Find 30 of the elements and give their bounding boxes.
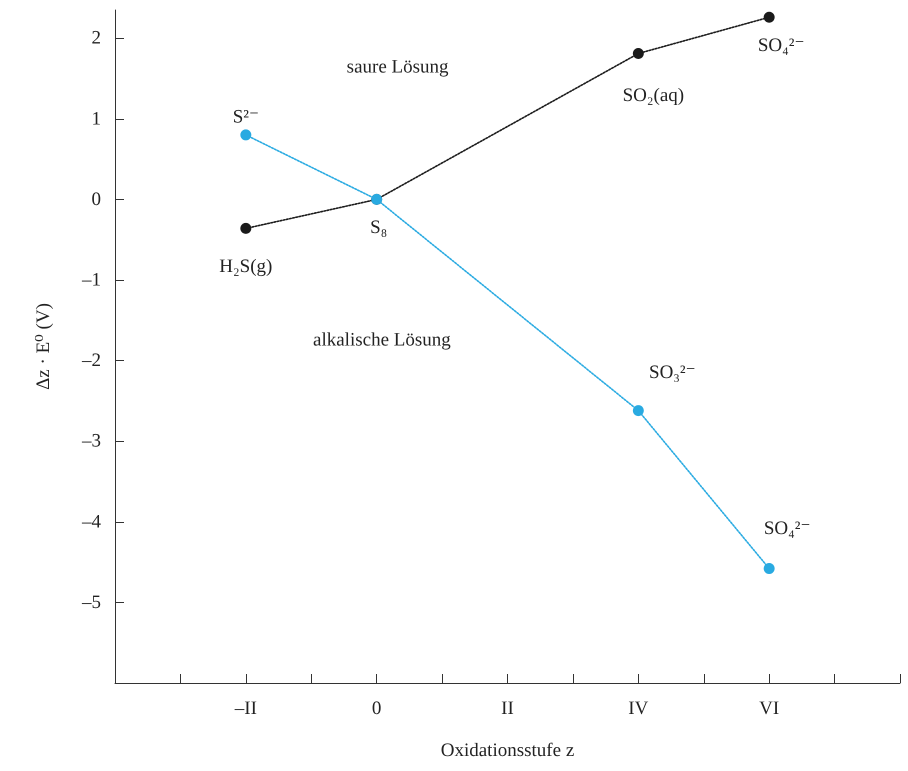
annotation: saure Lösung xyxy=(346,56,450,78)
y-tick-label: –2 xyxy=(81,350,101,372)
y-axis-title: Δz · E⁰ (V) xyxy=(33,303,54,390)
x-tick-label: VI xyxy=(759,698,780,719)
annotation: SO₄²⁻ xyxy=(758,34,804,56)
annotation: alkalische Lösung xyxy=(313,329,452,350)
point xyxy=(764,12,775,23)
annotation: SO₂(aq) xyxy=(622,85,684,106)
y-tick-label: 0 xyxy=(92,188,101,210)
x-tick-label: IV xyxy=(628,698,649,719)
point xyxy=(764,563,775,574)
y-tick-label: –1 xyxy=(81,270,101,291)
y-tick-label: –4 xyxy=(81,511,102,532)
point xyxy=(632,48,644,60)
annotation: SO₃²⁻ xyxy=(649,362,696,384)
point xyxy=(632,405,644,416)
y-tick-label: –3 xyxy=(81,430,101,452)
x-tick-label: 0 xyxy=(372,698,382,719)
x-tick-label: II xyxy=(501,698,514,719)
x-axis-title: Oxidationsstufe z xyxy=(440,740,574,761)
point xyxy=(240,222,252,234)
annotation: S₈ xyxy=(370,216,388,238)
point xyxy=(240,129,252,140)
y-tick-label: –5 xyxy=(81,592,101,613)
y-tick-label: 2 xyxy=(92,28,101,49)
annotation: SO₄²⁻ xyxy=(764,518,810,540)
x-tick-label: –II xyxy=(234,698,257,719)
annotation: S²⁻ xyxy=(232,106,259,128)
annotation: H₂S(g) xyxy=(219,256,272,277)
y-tick-label: 1 xyxy=(92,108,101,130)
